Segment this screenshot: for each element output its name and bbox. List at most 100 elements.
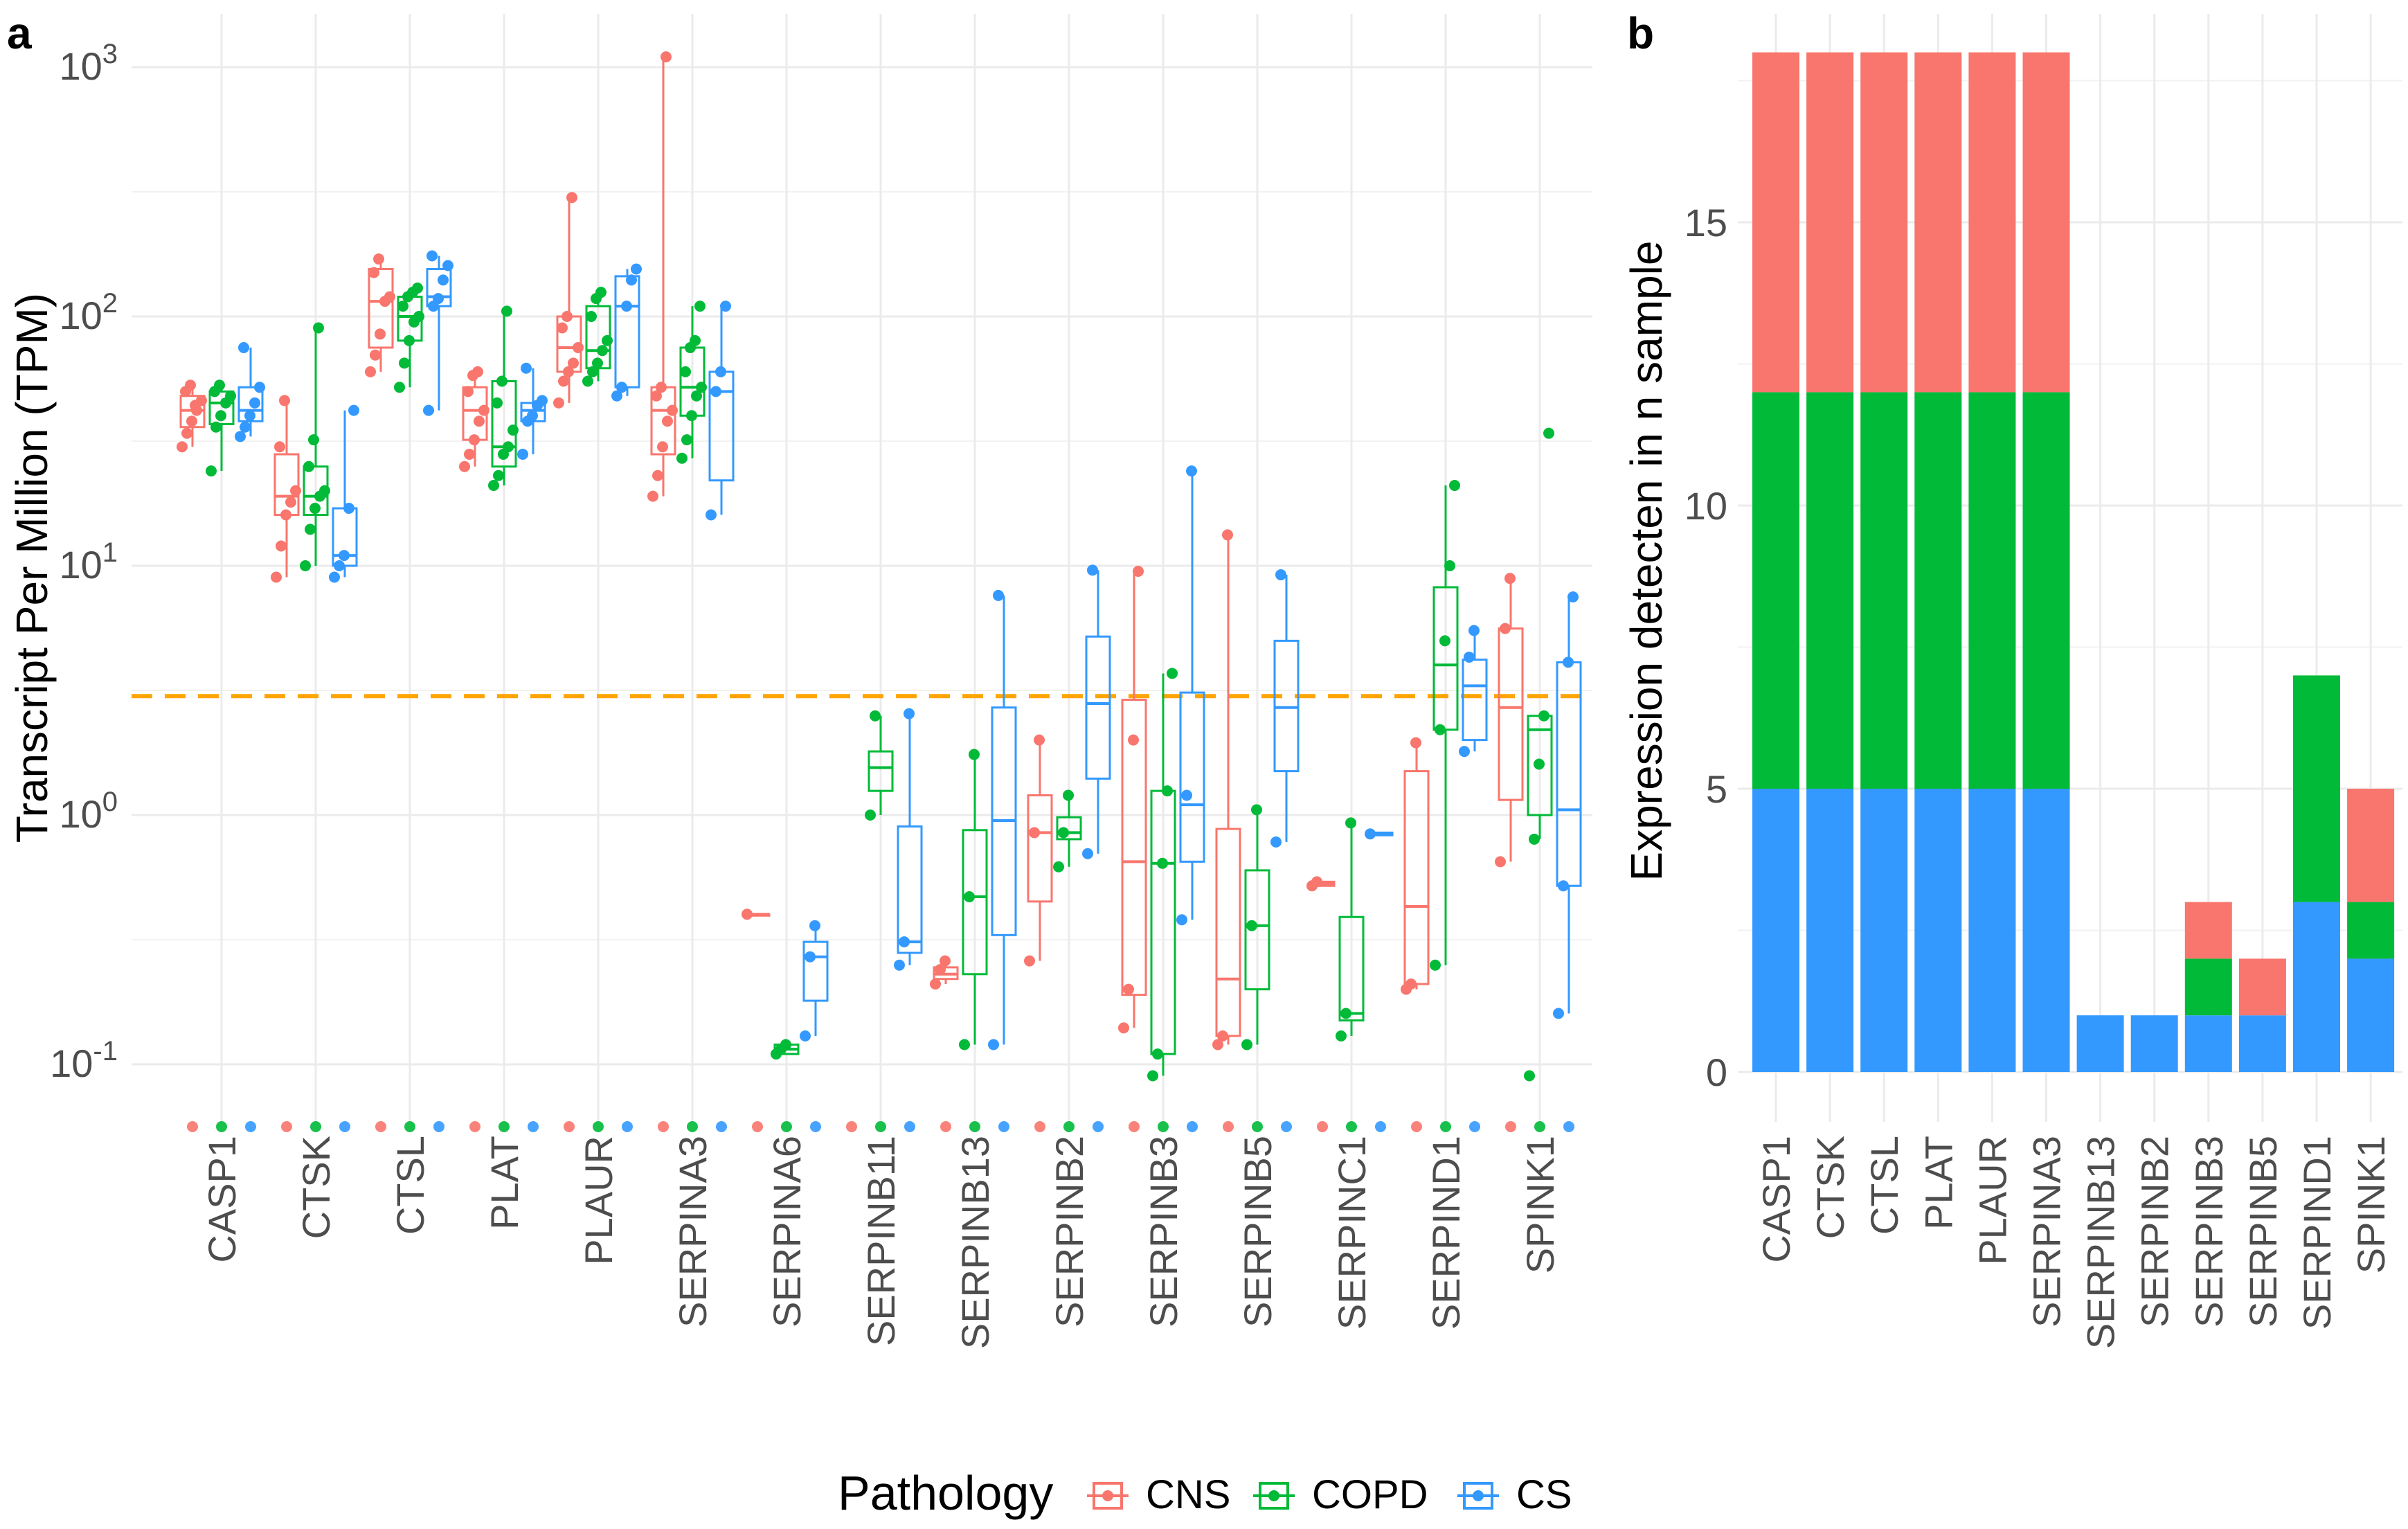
data-point xyxy=(472,366,483,377)
data-point xyxy=(969,749,980,760)
data-point xyxy=(809,920,820,931)
box-plaur-cs xyxy=(611,263,642,402)
data-point xyxy=(313,322,324,334)
data-point xyxy=(1128,734,1139,746)
box-serpina3-cns xyxy=(647,51,678,502)
box-iqr xyxy=(1179,691,1205,863)
data-point xyxy=(715,366,726,377)
data-point xyxy=(694,301,706,312)
data-point xyxy=(1053,861,1064,873)
a-zero-point-serpina3-copd xyxy=(687,1121,698,1132)
data-point xyxy=(517,449,528,461)
data-point xyxy=(214,379,225,391)
data-point xyxy=(308,434,319,446)
data-point xyxy=(365,366,376,377)
data-point xyxy=(1212,1039,1223,1050)
a-x-tick-label-serpina3: SERPINA3 xyxy=(671,1136,715,1327)
data-point xyxy=(397,301,408,312)
box-plaur-cns xyxy=(553,192,584,409)
data-point xyxy=(691,390,702,402)
data-point xyxy=(399,357,410,369)
a-x-tick-label-plaur: PLAUR xyxy=(577,1136,620,1265)
data-point xyxy=(1449,480,1460,492)
box-iqr xyxy=(1027,794,1053,903)
a-zero-point-serpinb2-copd xyxy=(1063,1121,1075,1132)
b-y-tick-label: 15 xyxy=(1684,201,1727,244)
data-point xyxy=(185,379,196,391)
box-iqr xyxy=(897,825,923,954)
bar-ctsk-copd xyxy=(1806,392,1854,789)
a-zero-point-serpinb13-cs xyxy=(998,1121,1009,1132)
a-zero-point-serpinb3-copd xyxy=(1158,1121,1169,1132)
a-x-tick-label-ctsk: CTSK xyxy=(294,1136,338,1239)
data-point xyxy=(488,480,499,492)
data-point xyxy=(274,441,285,453)
data-point xyxy=(940,955,951,967)
data-point xyxy=(186,415,197,427)
box-serpina6-cns xyxy=(742,909,771,920)
a-zero-point-ctsl-copd xyxy=(404,1121,415,1132)
data-point xyxy=(442,260,453,271)
data-point xyxy=(1186,465,1197,477)
bar-serpina3-copd xyxy=(2022,392,2070,789)
data-point xyxy=(240,421,251,433)
box-spink1-cns xyxy=(1495,573,1524,868)
data-point xyxy=(1058,827,1069,839)
data-point xyxy=(1176,914,1187,926)
data-point xyxy=(1217,1030,1228,1041)
data-point xyxy=(423,404,434,416)
box-spink1-copd xyxy=(1524,427,1554,1082)
box-ctsl-cs xyxy=(423,250,453,416)
bar-spink1-copd xyxy=(2347,902,2395,959)
data-point xyxy=(1336,1030,1347,1041)
bar-serpinb5-cs xyxy=(2238,1015,2286,1072)
legend-key-copd xyxy=(1253,1482,1295,1510)
data-point xyxy=(507,424,519,436)
data-point xyxy=(626,274,637,286)
box-casp1-cns xyxy=(177,379,207,453)
data-point xyxy=(558,375,569,387)
panel-a-gridlines xyxy=(132,14,1592,1122)
data-point xyxy=(244,410,255,422)
data-point xyxy=(557,322,568,334)
data-point xyxy=(651,390,662,402)
box-serpinc1-cns xyxy=(1306,876,1336,892)
a-zero-point-serpinb11-copd xyxy=(875,1121,886,1132)
box-casp1-cs xyxy=(235,341,265,442)
data-point xyxy=(1340,1008,1351,1019)
data-point xyxy=(493,470,504,481)
data-point xyxy=(592,357,603,369)
data-point xyxy=(276,540,287,552)
box-iqr xyxy=(1273,639,1300,773)
data-point xyxy=(404,334,415,346)
data-point xyxy=(285,497,296,508)
box-serpinb3-copd xyxy=(1147,668,1178,1082)
data-point xyxy=(478,404,489,416)
a-zero-point-serpina6-copd xyxy=(781,1121,792,1132)
a-zero-point-plat-copd xyxy=(498,1121,510,1132)
data-point xyxy=(462,386,474,397)
box-serpina3-cs xyxy=(706,301,735,521)
a-zero-point-casp1-copd xyxy=(216,1121,227,1132)
data-point xyxy=(553,397,564,409)
a-zero-point-serpind1-copd xyxy=(1440,1121,1451,1132)
data-point xyxy=(1157,857,1168,869)
bar-ctsl-copd xyxy=(1860,392,1908,789)
data-point xyxy=(568,357,579,369)
bar-casp1-cs xyxy=(1752,789,1799,1072)
box-serpind1-copd xyxy=(1430,480,1460,971)
data-point xyxy=(1241,1039,1252,1050)
a-zero-point-serpina6-cs xyxy=(810,1121,821,1132)
data-point xyxy=(1029,827,1040,839)
box-iqr xyxy=(368,267,394,349)
a-zero-point-serpinb3-cns xyxy=(1129,1121,1140,1132)
panel-a-y-axis-title: Transcript Per Million (TPM) xyxy=(7,293,57,843)
data-point xyxy=(1167,668,1178,679)
data-point xyxy=(235,431,246,442)
data-point xyxy=(1500,623,1511,634)
data-point xyxy=(177,441,188,453)
data-point xyxy=(503,441,514,453)
data-point xyxy=(412,282,423,294)
data-point xyxy=(1118,1022,1129,1034)
bar-plaur-cns xyxy=(1968,52,2016,393)
